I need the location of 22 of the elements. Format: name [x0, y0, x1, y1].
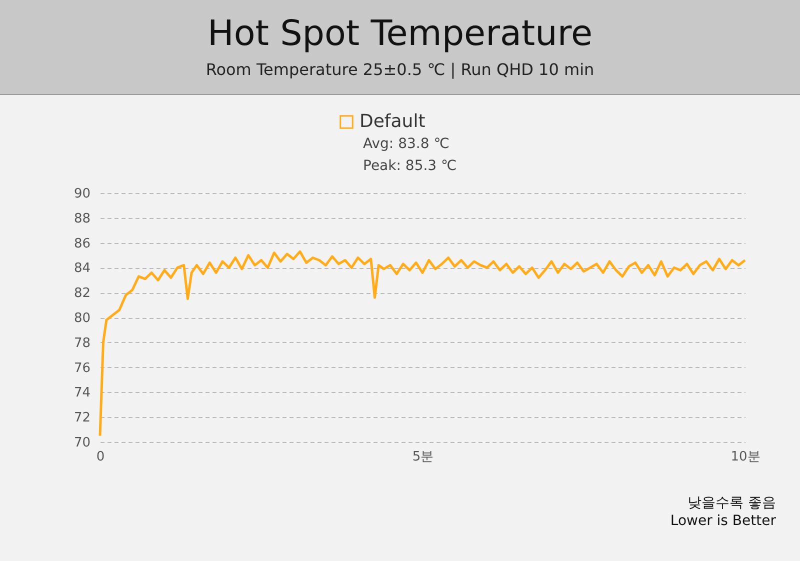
text: Lower is Better	[670, 513, 776, 529]
x-tick-label: 5분	[412, 450, 434, 464]
legend-label: Default	[360, 111, 426, 132]
text: 낮을수록 좋음	[688, 494, 776, 512]
y-tick-label: 84	[74, 261, 90, 276]
text: Peak: 85.3 ℃	[363, 158, 457, 174]
y-tick-label: 72	[74, 410, 90, 426]
y-tick-label: 90	[74, 186, 90, 202]
y-tick-label: 80	[74, 311, 90, 326]
y-tick-label: 82	[74, 286, 90, 302]
y-tick-label: 86	[74, 236, 90, 252]
chart-title: Hot Spot Temperature	[206, 13, 594, 56]
y-tick-label: 76	[74, 360, 90, 376]
y-tick-label: 74	[74, 386, 90, 401]
y-tick-label: 88	[74, 211, 90, 226]
y-tick-label: 78	[74, 336, 90, 351]
chart-subtitle: Room Temperature 25±0.5 ℃ | Run QHD 10 min	[204, 60, 596, 79]
x-tick-label: 0	[96, 450, 105, 464]
x-tick-label: 10분	[730, 450, 760, 464]
text: Avg: 83.8 ℃	[363, 136, 450, 152]
y-tick-label: 70	[74, 436, 90, 450]
line-series	[98, 250, 746, 438]
